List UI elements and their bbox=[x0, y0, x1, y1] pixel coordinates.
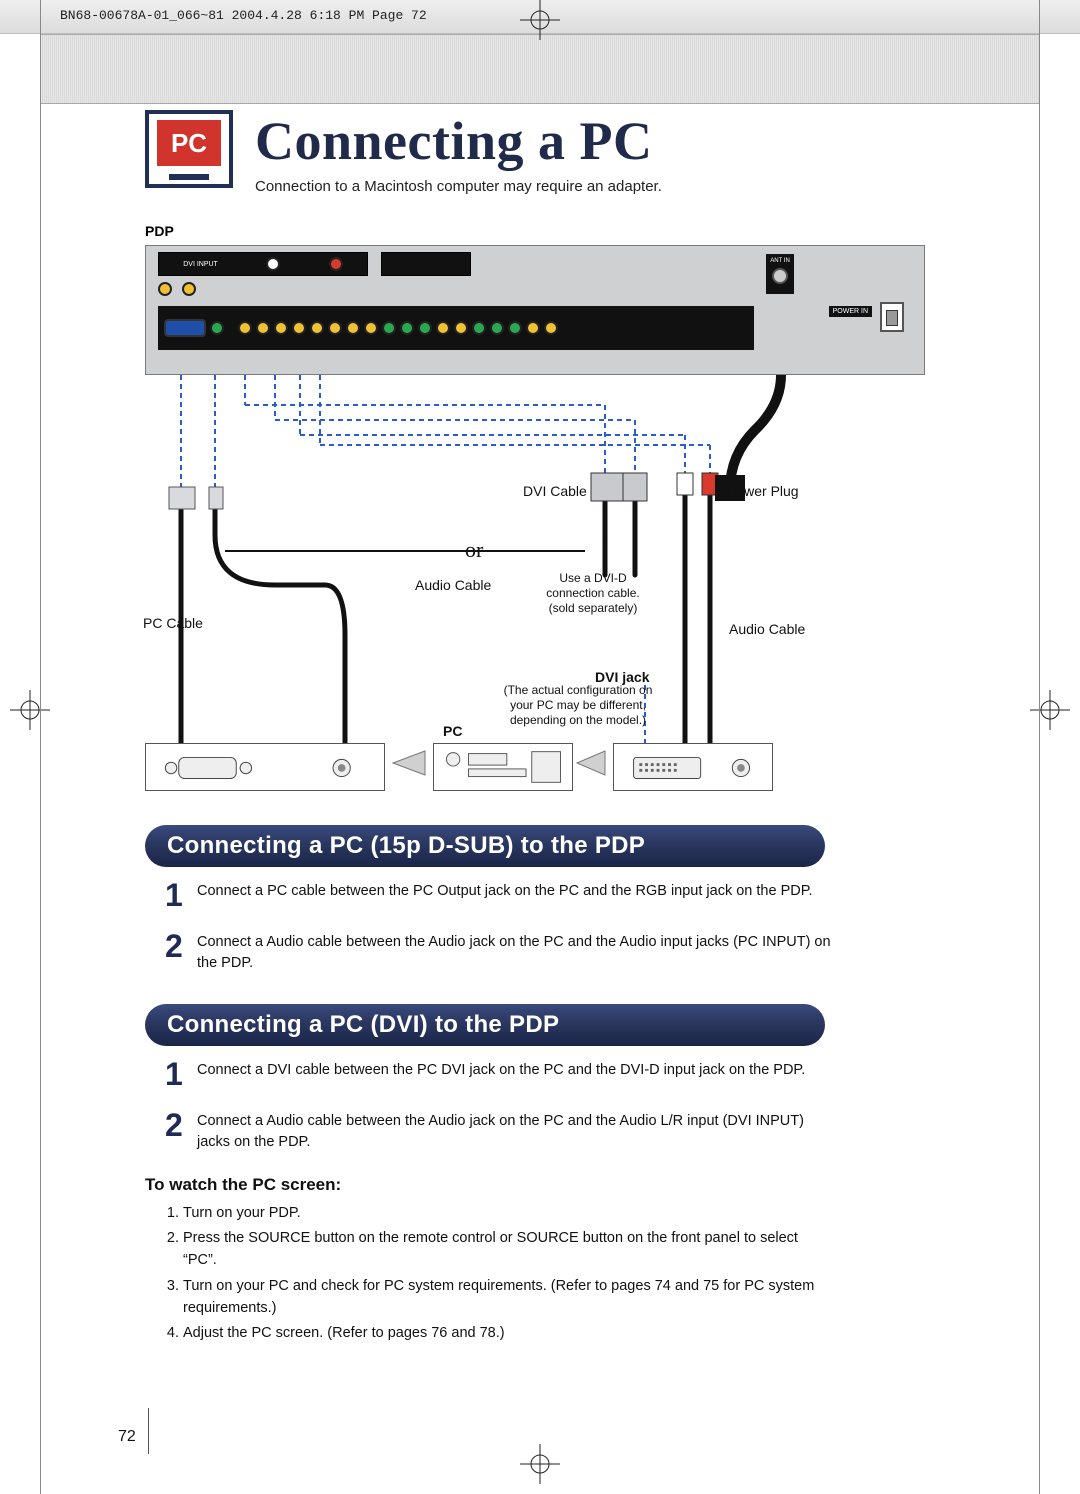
dvi-input-group: DVI INPUT bbox=[158, 252, 368, 276]
list-item: Turn on your PDP. bbox=[183, 1203, 823, 1225]
input-strip bbox=[158, 306, 754, 350]
label-audio-cable-left: Audio Cable bbox=[415, 577, 491, 593]
pdp-label: PDP bbox=[145, 223, 925, 239]
list-item: Adjust the PC screen. (Refer to pages 76… bbox=[183, 1323, 823, 1345]
label-pc-cable: PC Cable bbox=[143, 615, 203, 631]
rca-jack bbox=[544, 321, 558, 335]
list-item: Turn on your PC and check for PC system … bbox=[183, 1276, 823, 1320]
pc-dvi-port-box bbox=[613, 743, 773, 791]
rca-jack bbox=[400, 321, 414, 335]
section-heading-1-text: Connecting a PC (15p D-SUB) to the PDP bbox=[167, 832, 645, 860]
rca-jack bbox=[329, 257, 343, 271]
page-title: Connecting a PC bbox=[255, 110, 662, 172]
rca-jack bbox=[526, 321, 540, 335]
watch-heading: To watch the PC screen: bbox=[145, 1175, 925, 1195]
rca-jack bbox=[266, 257, 280, 271]
rca-jack bbox=[364, 321, 378, 335]
rca-jack bbox=[158, 282, 172, 296]
step-number: 1 bbox=[165, 881, 185, 910]
wiring-diagram: DVI Cable Power Plug or Audio Cable PC C… bbox=[145, 375, 925, 795]
step: 1 Connect a PC cable between the PC Outp… bbox=[165, 881, 925, 910]
vga-port bbox=[164, 319, 206, 337]
crop-edge-right bbox=[1039, 0, 1040, 1494]
label-use-dvi: Use a DVI-Dconnection cable.(sold separa… bbox=[523, 571, 663, 616]
title-block: Connecting a PC Connection to a Macintos… bbox=[255, 110, 662, 195]
power-in-label: POWER IN bbox=[829, 306, 872, 317]
page-number-divider bbox=[148, 1408, 149, 1454]
power-socket bbox=[880, 302, 904, 332]
step-text: Connect a Audio cable between the Audio … bbox=[197, 932, 837, 974]
jack-row-top bbox=[158, 282, 196, 296]
rca-jack bbox=[454, 321, 468, 335]
page: BN68-00678A-01_066~81 2004.4.28 6:18 PM … bbox=[0, 0, 1080, 1494]
rca-jack bbox=[382, 321, 396, 335]
label-pc: PC bbox=[443, 723, 462, 739]
step-text: Connect a PC cable between the PC Output… bbox=[197, 881, 813, 910]
pc-vga-port-box bbox=[145, 743, 385, 791]
pdp-rear-panel: DVI INPUT bbox=[145, 245, 925, 375]
title-row: PC Connecting a PC Connection to a Macin… bbox=[145, 110, 925, 195]
watch-list: Turn on your PDP. Press the SOURCE butto… bbox=[145, 1203, 925, 1346]
rca-jack bbox=[418, 321, 432, 335]
rca-jack bbox=[310, 321, 324, 335]
registration-mark-left bbox=[10, 690, 50, 730]
label-dvi-note: (The actual configuration onyour PC may … bbox=[483, 683, 673, 728]
rca-jack bbox=[436, 321, 450, 335]
step-text: Connect a Audio cable between the Audio … bbox=[197, 1111, 837, 1153]
label-audio-cable-right: Audio Cable bbox=[729, 621, 805, 637]
monitor-out-group bbox=[381, 252, 471, 276]
rca-jack bbox=[274, 321, 288, 335]
pc-icon-stand bbox=[169, 174, 209, 180]
registration-mark-top bbox=[520, 0, 560, 40]
section2-steps: 1 Connect a DVI cable between the PC DVI… bbox=[145, 1060, 925, 1153]
step: 2 Connect a Audio cable between the Audi… bbox=[165, 1111, 925, 1153]
rca-jack bbox=[328, 321, 342, 335]
step-text: Connect a DVI cable between the PC DVI j… bbox=[197, 1060, 805, 1089]
label-or: or bbox=[465, 537, 483, 563]
step-number: 2 bbox=[165, 932, 185, 974]
rca-jack bbox=[490, 321, 504, 335]
rca-jack bbox=[256, 321, 270, 335]
section-heading-2: Connecting a PC (DVI) to the PDP bbox=[145, 1004, 825, 1046]
list-item: Press the SOURCE button on the remote co… bbox=[183, 1228, 823, 1272]
page-number: 72 bbox=[118, 1428, 136, 1446]
brushed-metal-strip bbox=[40, 34, 1040, 104]
doc-info: BN68-00678A-01_066~81 2004.4.28 6:18 PM … bbox=[60, 8, 427, 23]
section1-steps: 1 Connect a PC cable between the PC Outp… bbox=[145, 881, 925, 974]
rca-jack bbox=[346, 321, 360, 335]
step: 2 Connect a Audio cable between the Audi… bbox=[165, 932, 925, 974]
step-number: 2 bbox=[165, 1111, 185, 1153]
section-heading-2-text: Connecting a PC (DVI) to the PDP bbox=[167, 1011, 559, 1039]
rca-jack bbox=[292, 321, 306, 335]
label-power-plug: Power Plug bbox=[727, 483, 799, 499]
crop-edge-left bbox=[40, 0, 41, 1494]
label-dvi-cable: DVI Cable bbox=[523, 483, 587, 499]
rca-jack bbox=[210, 321, 224, 335]
pc-icon-label: PC bbox=[157, 120, 221, 166]
rca-jack bbox=[508, 321, 522, 335]
rca-jack bbox=[238, 321, 252, 335]
registration-mark-bottom bbox=[520, 1444, 560, 1484]
registration-mark-right bbox=[1030, 690, 1070, 730]
step: 1 Connect a DVI cable between the PC DVI… bbox=[165, 1060, 925, 1089]
rca-jack bbox=[182, 282, 196, 296]
subtitle: Connection to a Macintosh computer may r… bbox=[255, 178, 662, 195]
section-heading-1: Connecting a PC (15p D-SUB) to the PDP bbox=[145, 825, 825, 867]
pc-rear-box bbox=[433, 743, 573, 791]
step-number: 1 bbox=[165, 1060, 185, 1089]
antenna-in: ANT IN bbox=[766, 254, 794, 294]
pc-icon: PC bbox=[145, 110, 233, 188]
rca-jack bbox=[472, 321, 486, 335]
content-area: PC Connecting a PC Connection to a Macin… bbox=[145, 110, 925, 1349]
